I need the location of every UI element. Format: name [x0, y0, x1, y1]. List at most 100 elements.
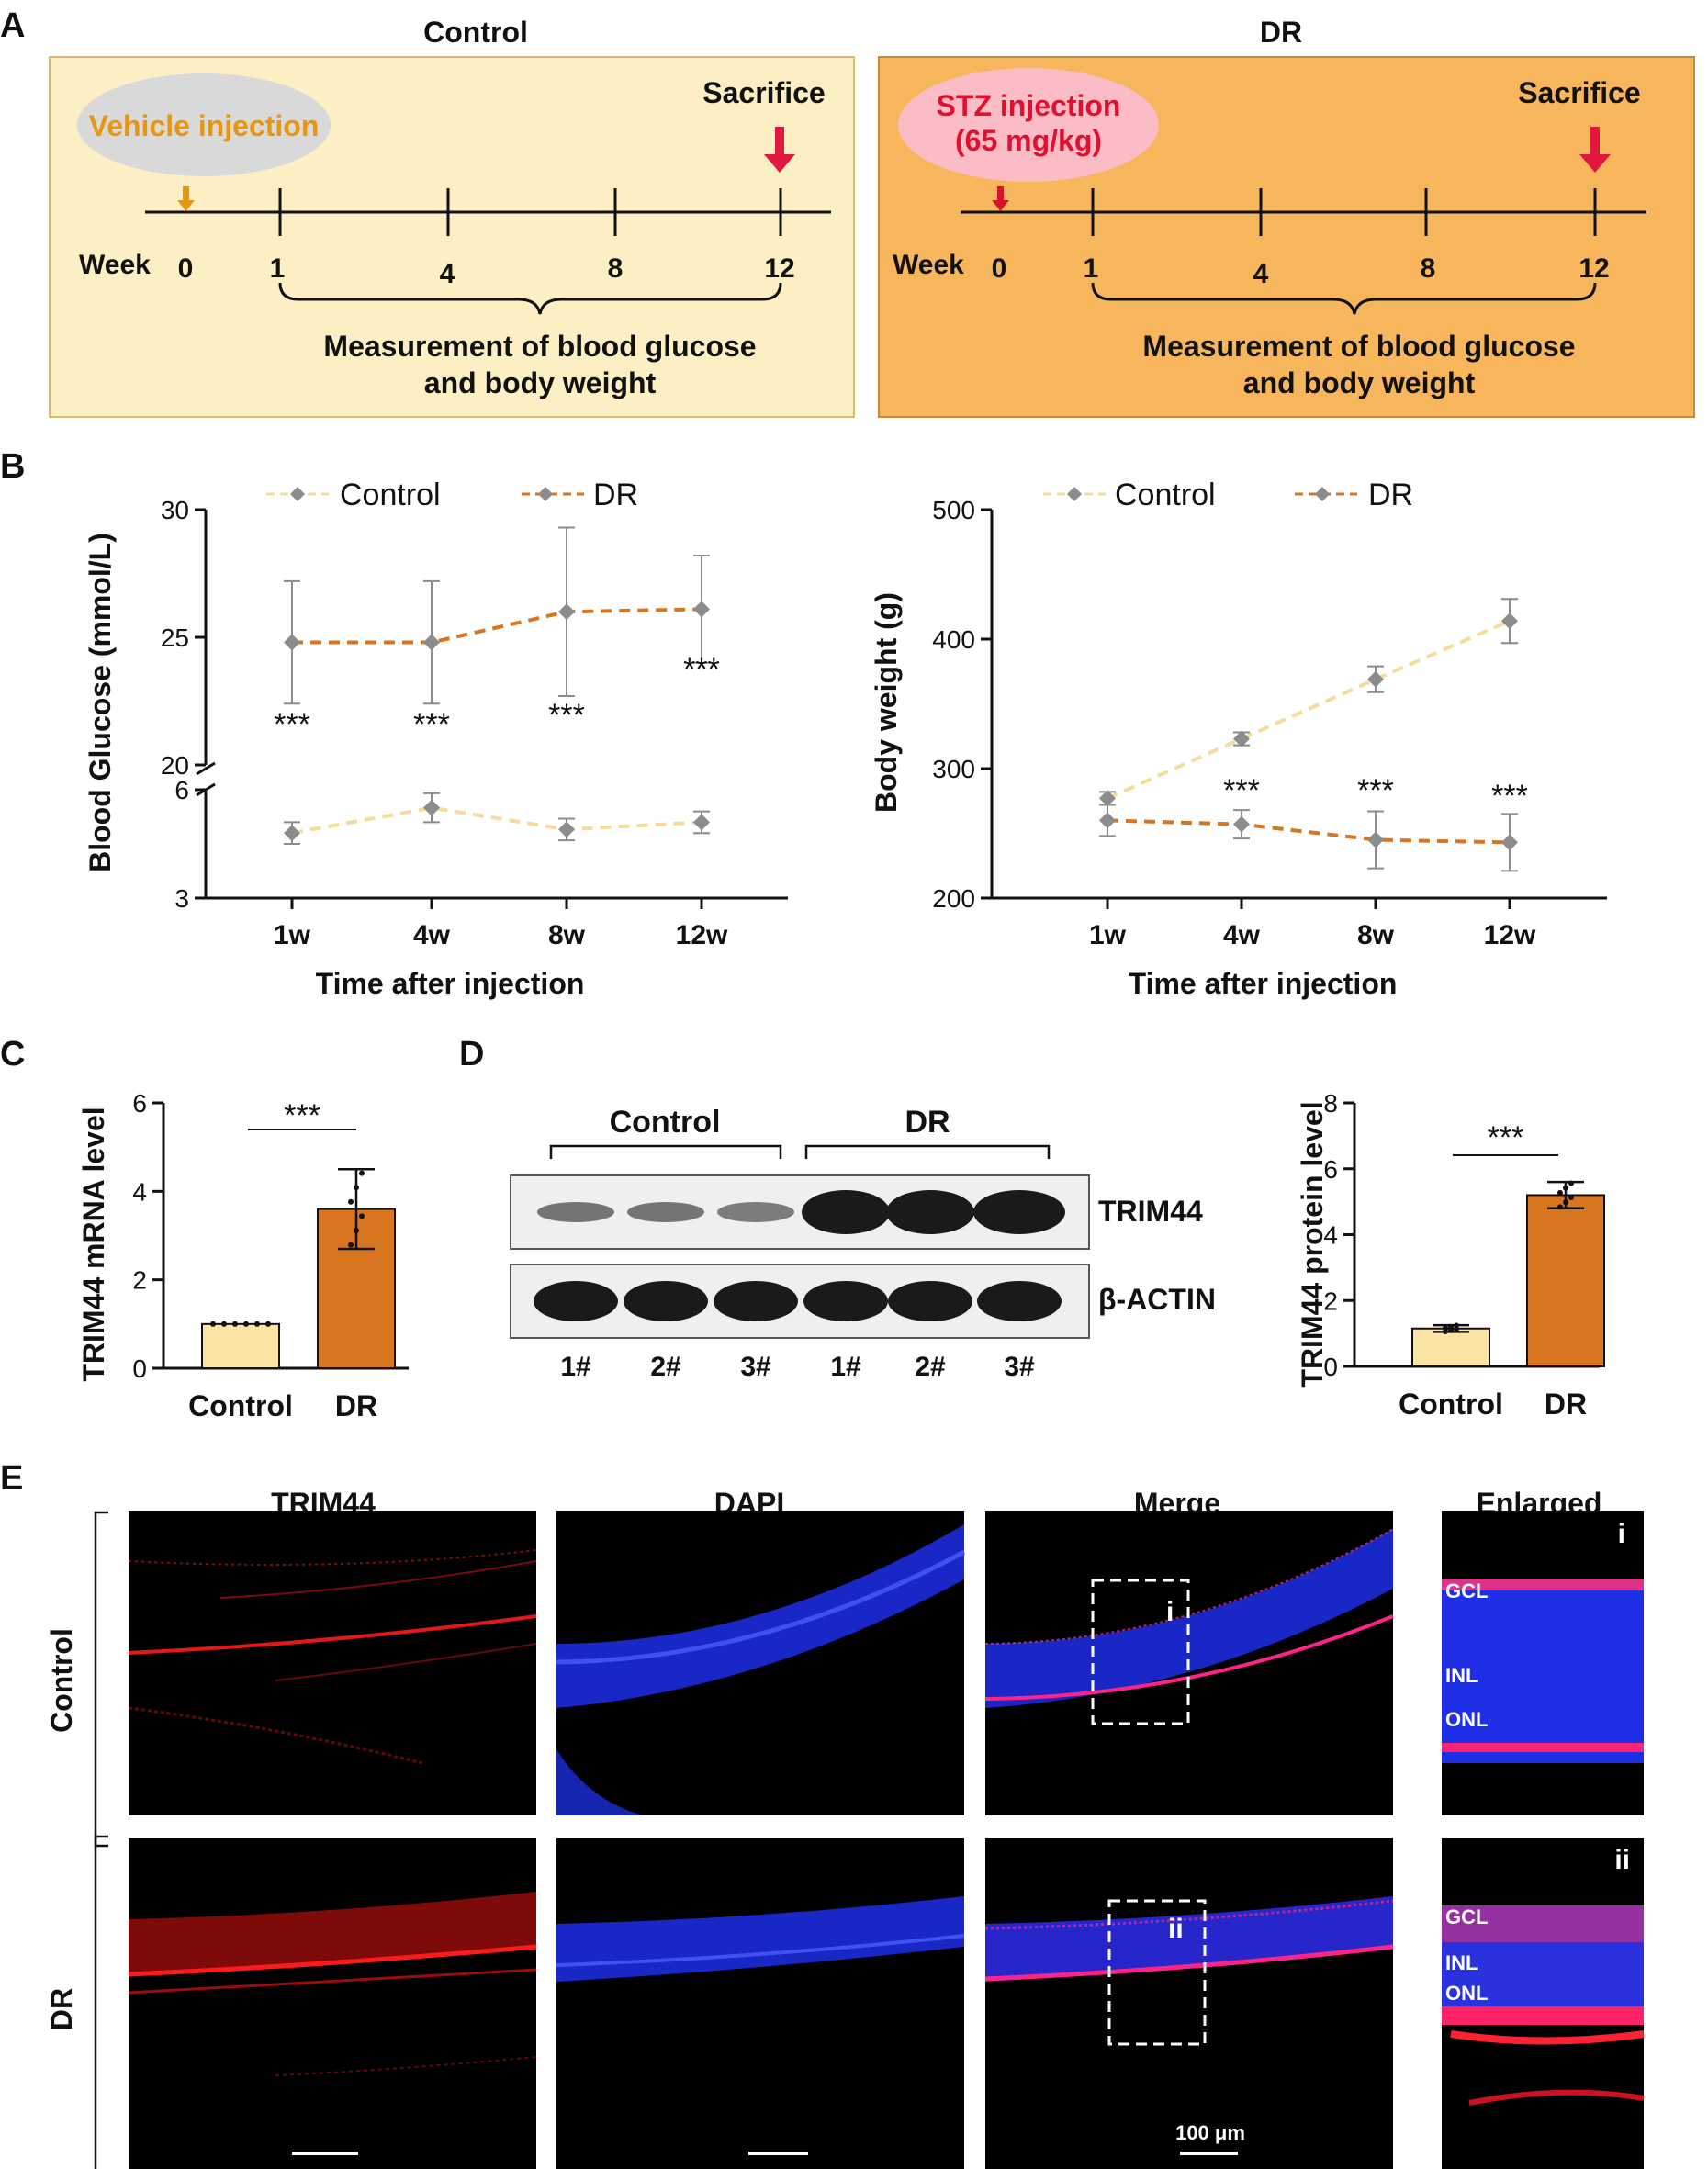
mrna-replicate-dot	[354, 1185, 359, 1191]
stz-injection-label-1: STZ injection	[937, 89, 1121, 122]
bg-y-tick-label: 6	[174, 776, 189, 804]
blot-group-dr: DR	[905, 1105, 950, 1140]
actin-band	[714, 1281, 798, 1321]
layer-label-inl: INL	[1445, 1664, 1478, 1687]
trim44-band	[717, 1202, 794, 1222]
bg-axis-break	[196, 761, 216, 776]
inset-box-label-i: i	[1166, 1597, 1174, 1627]
protein-replicate-dot	[1454, 1322, 1459, 1329]
bg-y-tick-label: 20	[161, 751, 189, 780]
bw-significance: ***	[1491, 779, 1528, 814]
bw-data-point	[1099, 790, 1116, 807]
bg-y-tick-label: 25	[161, 624, 189, 652]
micrograph-merge-control: i	[984, 1511, 1394, 1815]
protein-x-tick-label: Control	[1399, 1388, 1503, 1421]
actin-band	[624, 1281, 708, 1321]
bg-data-point	[423, 634, 440, 651]
protein-replicate-dot	[1563, 1185, 1568, 1191]
bw-x-tick-label: 4w	[1223, 920, 1261, 950]
measurement-text-control-1: Measurement of blood glucose	[323, 330, 756, 363]
micrograph-trim44-control	[128, 1511, 537, 1815]
week-tick-label: 8	[1421, 253, 1436, 284]
bg-data-point	[693, 601, 710, 618]
protein-y-axis-label: TRIM44 protein level	[1296, 1101, 1329, 1387]
legend-dr-marker	[1315, 487, 1330, 501]
stz-injection-bubble	[898, 68, 1159, 182]
legend-dr-label: DR	[1368, 478, 1413, 512]
bg-y-tick-label: 3	[174, 884, 189, 913]
micrograph-dapi-control	[556, 1511, 966, 1815]
lane-label: 3#	[740, 1352, 771, 1382]
mrna-y-tick-label: 2	[132, 1266, 147, 1295]
protein-replicate-dot	[1448, 1323, 1454, 1330]
mrna-x-tick-label: DR	[335, 1389, 377, 1422]
mrna-significance: ***	[284, 1098, 320, 1133]
layer-label-gcl: GCL	[1445, 1905, 1488, 1928]
bw-data-point	[1233, 730, 1250, 747]
bg-y-axis-label: Blood Glucose (mmol/L)	[84, 533, 117, 872]
lane-label: 1#	[830, 1352, 861, 1382]
protein-y-tick-label: 2	[1323, 1287, 1338, 1315]
row-bracket-control	[94, 1511, 108, 1848]
lane-label: 2#	[650, 1352, 681, 1382]
protein-replicate-dot	[1568, 1180, 1574, 1186]
actin-band	[977, 1281, 1062, 1321]
trim44-band	[537, 1202, 614, 1222]
mrna-y-tick-label: 4	[132, 1177, 147, 1206]
inset-box-ii	[1107, 1899, 1207, 2046]
week-tick-label: 12	[764, 253, 794, 284]
lane-label: 3#	[1004, 1352, 1035, 1382]
bw-y-tick-label: 200	[932, 884, 975, 913]
legend-control-marker	[290, 487, 305, 501]
inset-box-label-ii: ii	[1168, 1914, 1184, 1944]
bw-x-tick-label: 8w	[1357, 920, 1395, 950]
bw-data-point	[1099, 812, 1116, 829]
bw-data-point	[1367, 831, 1384, 848]
week-tick-label: 12	[1579, 253, 1609, 284]
lane-label: 2#	[915, 1352, 946, 1382]
timeline-dr: DR STZ injection (65 mg/kg) Sacrifice We…	[878, 16, 1695, 418]
protein-x-tick-label: DR	[1545, 1388, 1587, 1421]
bg-data-point	[284, 825, 300, 842]
week-label-dr: Week	[893, 250, 964, 280]
bg-significance: ***	[683, 652, 720, 687]
bg-x-tick-label: 8w	[548, 920, 586, 950]
protein-replicate-dot	[1557, 1204, 1563, 1210]
mrna-bar	[201, 1322, 280, 1370]
week-tick-label: 0	[992, 253, 1007, 284]
micrograph-merge-dr: ii 100 μm	[984, 1838, 1394, 2169]
mrna-y-axis-label: TRIM44 mRNA level	[77, 1107, 110, 1381]
measurement-brace-dr	[1091, 282, 1597, 315]
panel-letter-e: E	[0, 1459, 23, 1498]
bw-x-tick-label: 12w	[1484, 920, 1536, 950]
lane-label: 1#	[560, 1352, 591, 1382]
measurement-text-dr-2: and body weight	[1243, 366, 1476, 399]
measurement-text-control-2: and body weight	[424, 366, 657, 399]
bg-data-point	[423, 799, 440, 816]
panel-letter-a: A	[0, 6, 25, 45]
blot-bracket-control	[549, 1144, 782, 1159]
blot-bracket-dr	[804, 1144, 1051, 1159]
scale-bar-label: 100 μm	[1175, 2121, 1245, 2144]
actin-band	[803, 1281, 888, 1321]
bw-data-point	[1367, 670, 1384, 688]
measurement-text-dr-1: Measurement of blood glucose	[1142, 330, 1575, 363]
blot-group-control: Control	[610, 1105, 721, 1140]
legend-dr-marker	[538, 487, 553, 501]
actin-band	[534, 1281, 618, 1321]
micrograph-enlarged-control: i GCL INL ONL	[1442, 1511, 1644, 1815]
week-tick-label: 8	[608, 253, 624, 284]
sacrifice-label-dr: Sacrifice	[1518, 76, 1640, 109]
bw-y-tick-label: 300	[932, 755, 975, 783]
enlarged-label-i: i	[1618, 1519, 1625, 1549]
protein-replicate-dot	[1557, 1189, 1563, 1196]
trim44-band	[802, 1190, 890, 1234]
layer-label-inl: INL	[1445, 1951, 1478, 1974]
bw-series-line-0	[1107, 619, 1511, 801]
enlarged-label-ii: ii	[1614, 1845, 1630, 1875]
mrna-replicate-dot	[348, 1242, 354, 1248]
protein-bar	[1411, 1327, 1490, 1368]
injection-arrow-control	[177, 186, 195, 211]
bw-x-tick-label: 1w	[1089, 920, 1127, 950]
micrograph-trim44-dr	[128, 1838, 537, 2169]
